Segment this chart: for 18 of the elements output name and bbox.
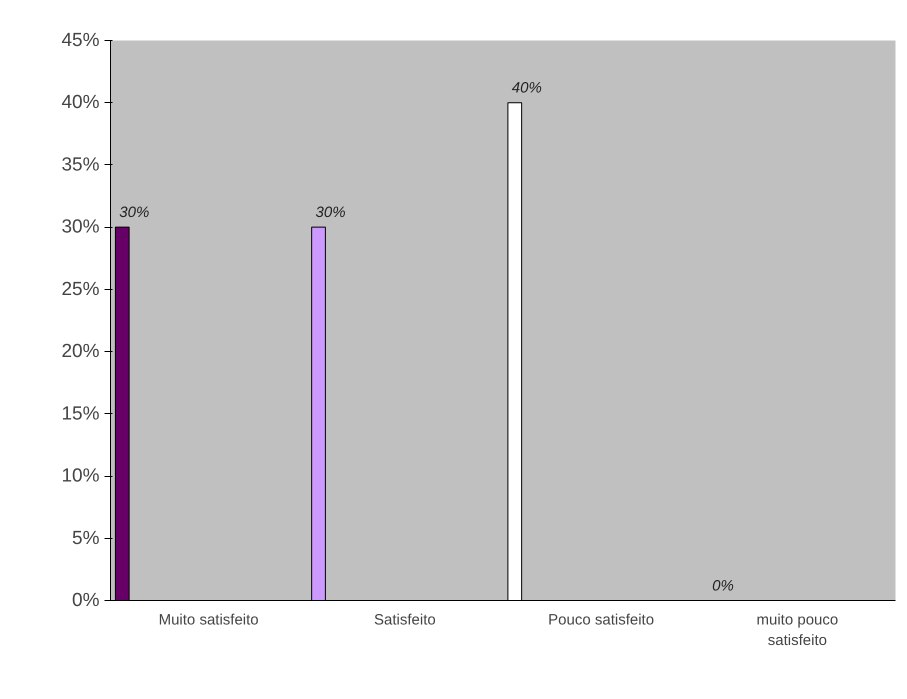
y-tick-label: 0% xyxy=(72,590,100,611)
data-label: 40% xyxy=(512,80,542,97)
data-label: 30% xyxy=(119,204,150,222)
y-tick-label: 5% xyxy=(72,528,100,549)
x-tick-label: Muito satisfeito xyxy=(158,612,259,628)
y-tick-label: 25% xyxy=(61,278,100,300)
x-tick-label: muito pouco satisfeito xyxy=(756,612,838,649)
y-tick-label: 30% xyxy=(61,216,100,238)
y-tick-label: 15% xyxy=(61,403,100,424)
x-tick-label: Pouco satisfeito xyxy=(548,612,654,628)
y-tick-label: 20% xyxy=(61,341,100,362)
data-label: 30% xyxy=(316,204,346,222)
y-tick-label: 40% xyxy=(61,92,100,114)
x-tick-label: Satisfeito xyxy=(374,612,436,628)
y-tick-label: 35% xyxy=(61,154,100,176)
y-tick-label: 10% xyxy=(61,466,100,487)
y-tick-label: 45% xyxy=(61,30,100,51)
data-label: 0% xyxy=(712,578,734,594)
